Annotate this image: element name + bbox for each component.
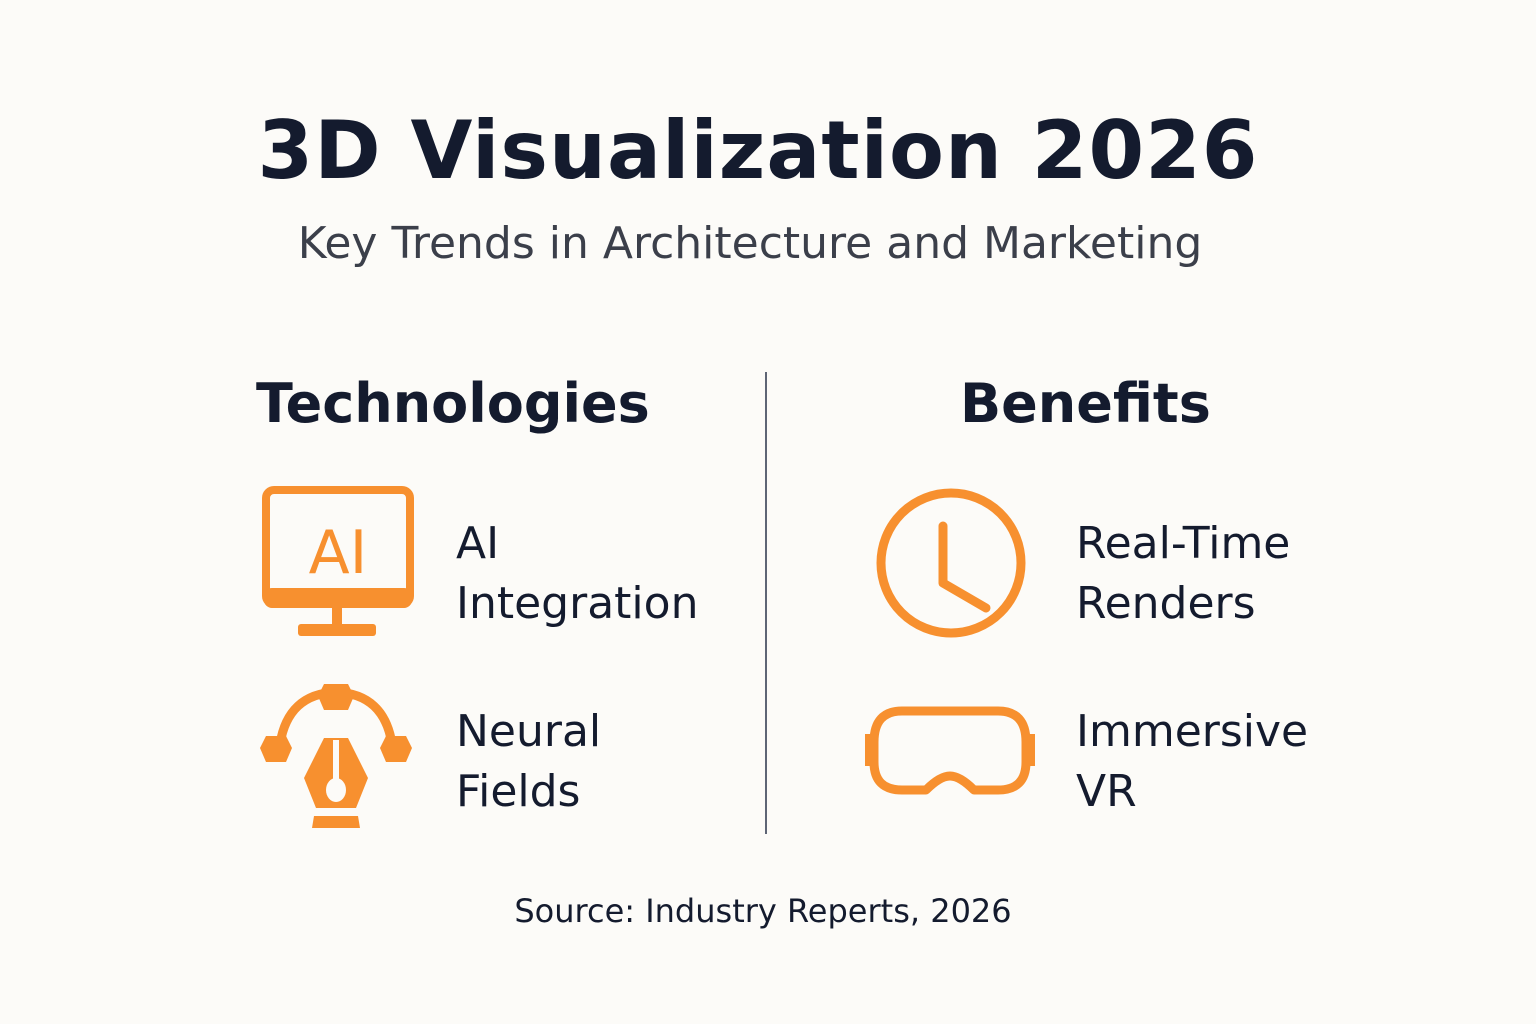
svg-text:AI: AI — [309, 518, 368, 588]
clock-icon — [876, 488, 1026, 638]
benefits-heading: Benefits — [960, 372, 1211, 435]
ai-monitor-icon: AI — [262, 486, 414, 636]
page-title: 3D Visualization 2026 — [257, 104, 1259, 197]
benefit-item-label: Real-Time Renders — [1076, 518, 1291, 629]
column-divider — [765, 372, 767, 834]
tech-item-label: Neural Fields — [456, 706, 602, 817]
vr-headset-icon — [865, 706, 1035, 795]
page-subtitle: Key Trends in Architecture and Marketing — [297, 218, 1203, 269]
technologies-heading: Technologies — [256, 372, 650, 435]
source-footer: Source: Industry Reperts, 2026 — [514, 892, 1012, 930]
tech-item-label: AI Integration — [456, 518, 699, 629]
pen-tool-icon — [260, 684, 412, 828]
benefit-item-label: Immersive VR — [1076, 706, 1309, 817]
